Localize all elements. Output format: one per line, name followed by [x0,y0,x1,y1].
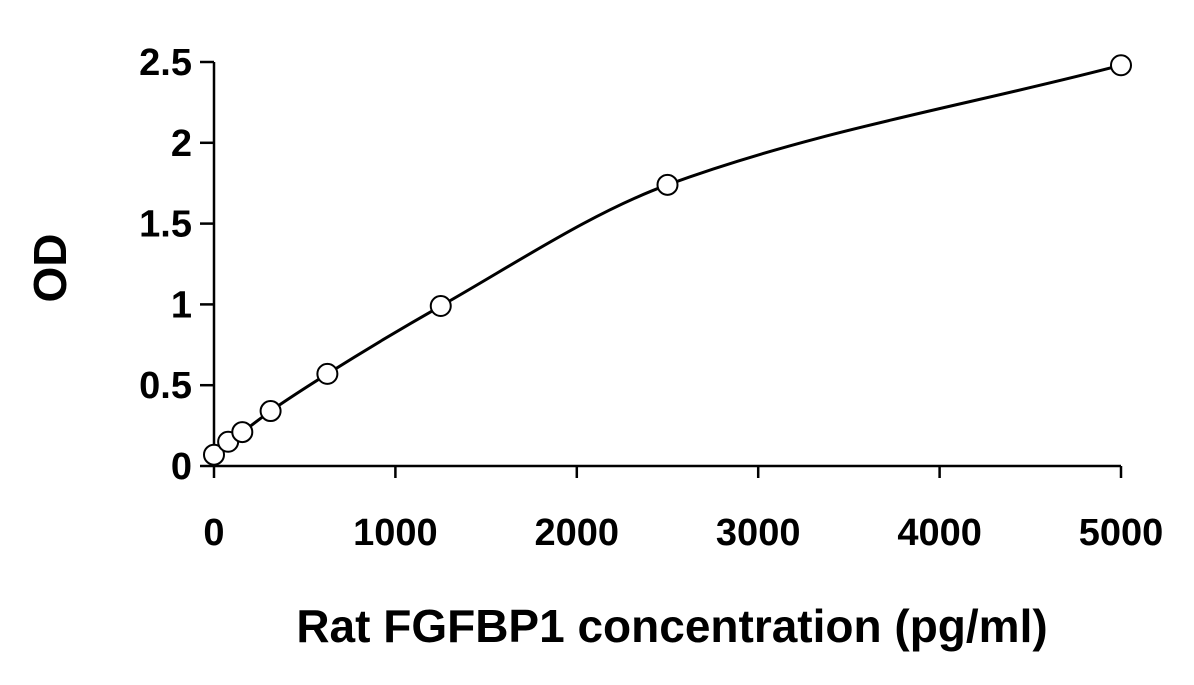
data-point [231,421,254,444]
x-tick-label: 5000 [1079,512,1164,554]
y-tick-label: 0.5 [139,365,192,407]
x-tick-label: 2000 [535,512,620,554]
y-tick-label: 1 [171,284,192,326]
y-axis-title: OD [24,234,76,303]
data-point [656,173,679,196]
data-point [316,362,339,385]
x-tick-label: 3000 [716,512,801,554]
y-tick-label: 1.5 [139,204,192,246]
fit-curve [212,63,1122,456]
x-tick-label: 1000 [353,512,438,554]
y-tick-label: 2 [171,123,192,165]
x-axis-title: Rat FGFBP1 concentration (pg/ml) [296,600,1047,652]
data-point [203,443,225,466]
data-point [259,400,282,423]
x-tick-label: 0 [203,512,224,554]
data-point [1110,54,1132,77]
data-point [429,295,452,318]
y-tick-label: 2.5 [139,42,192,84]
y-tick-label: 0 [171,446,192,488]
data-points [203,54,1132,466]
x-axis-ticks: 0 1000 2000 3000 4000 5000 [203,466,1163,554]
y-axis-ticks: 0 0.5 1 1.5 2 2.5 [139,42,214,488]
x-tick-label: 4000 [897,512,982,554]
